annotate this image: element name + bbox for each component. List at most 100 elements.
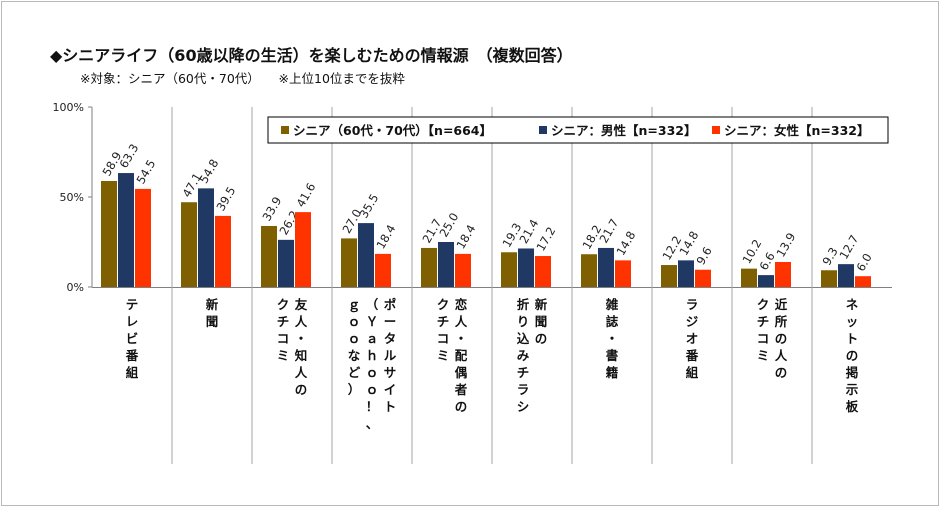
category-label: ｏ bbox=[366, 382, 379, 397]
category-label: チ bbox=[757, 314, 770, 329]
y-tick-label: 100% bbox=[53, 101, 84, 114]
category-label: ク bbox=[757, 297, 770, 312]
category-label: チ bbox=[517, 365, 530, 380]
category-label: ） bbox=[348, 382, 361, 397]
category-label: 板 bbox=[846, 399, 859, 414]
category-label: ビ bbox=[126, 331, 139, 346]
bar bbox=[375, 253, 391, 287]
bar bbox=[678, 260, 694, 287]
category-label: ・ bbox=[455, 331, 468, 346]
category-label: 人 bbox=[775, 348, 788, 363]
data-label: 21.7 bbox=[596, 216, 621, 245]
category-label: ラ bbox=[686, 297, 699, 312]
category-label: ｏ bbox=[348, 331, 361, 346]
category-label: ・ bbox=[295, 331, 308, 346]
bar bbox=[838, 264, 854, 287]
bar bbox=[518, 248, 534, 287]
bar bbox=[741, 268, 757, 287]
category-label: ル bbox=[384, 348, 397, 363]
category-label: コ bbox=[757, 331, 770, 346]
category-label: 番 bbox=[685, 348, 699, 363]
category-label: 、 bbox=[366, 416, 379, 431]
bar bbox=[118, 173, 134, 287]
category-label: ミ bbox=[437, 348, 450, 363]
category-label: の bbox=[455, 399, 468, 414]
data-label: 9.6 bbox=[693, 244, 714, 267]
bar bbox=[341, 238, 357, 287]
y-tick-label: 50% bbox=[60, 191, 84, 204]
y-tick-label: 0% bbox=[67, 281, 84, 294]
data-label: 25.0 bbox=[436, 210, 461, 239]
data-label: 33.9 bbox=[259, 194, 284, 223]
legend-box bbox=[267, 116, 889, 144]
category-label: サ bbox=[384, 365, 397, 380]
category-label: ッ bbox=[846, 314, 859, 329]
data-label: 18.4 bbox=[373, 222, 398, 251]
bar bbox=[598, 247, 614, 287]
category-label: 誌 bbox=[606, 314, 619, 329]
category-label: テ bbox=[126, 297, 139, 312]
category-label: ク bbox=[277, 297, 290, 312]
data-label: 13.9 bbox=[773, 230, 798, 259]
category-label: な bbox=[348, 348, 361, 363]
category-label: ト bbox=[384, 399, 397, 414]
category-label: ｈ bbox=[366, 348, 379, 363]
category-label: の bbox=[295, 382, 308, 397]
category-label: ！ bbox=[366, 399, 379, 414]
category-label: の bbox=[846, 348, 859, 363]
category-label: ー bbox=[384, 314, 397, 329]
bar bbox=[135, 188, 151, 287]
category-label: 番 bbox=[125, 348, 139, 363]
data-label: 39.5 bbox=[213, 184, 238, 213]
bar bbox=[278, 239, 294, 287]
bar bbox=[181, 202, 197, 287]
chart-subtitle: ※対象：シニア（60代・70代） ※上位10位までを抜粋 bbox=[80, 71, 405, 86]
category-label: 新 bbox=[206, 297, 219, 312]
bar bbox=[438, 242, 454, 287]
data-label: 35.5 bbox=[356, 191, 381, 220]
category-label: ラ bbox=[517, 382, 530, 397]
category-label: 聞 bbox=[206, 314, 219, 329]
data-label: 63.3 bbox=[116, 141, 141, 170]
category-label: り bbox=[517, 314, 530, 329]
data-label: 14.8 bbox=[613, 229, 638, 258]
category-label: ト bbox=[846, 331, 859, 346]
category-label: の bbox=[775, 331, 788, 346]
category-label: 友 bbox=[294, 297, 308, 312]
data-label: 41.6 bbox=[293, 180, 318, 209]
category-label: 人 bbox=[455, 314, 468, 329]
chart-title: ◆シニアライフ（60歳以降の生活）を楽しむための情報源 （複数回答） bbox=[50, 46, 573, 65]
category-label: ど bbox=[348, 365, 361, 380]
bar bbox=[695, 269, 711, 287]
bar bbox=[581, 254, 597, 287]
category-label: 配 bbox=[455, 348, 468, 363]
legend-label: シニア：女性【n=332】 bbox=[724, 123, 869, 138]
category-label: 者 bbox=[454, 382, 468, 397]
category-label: 組 bbox=[126, 365, 139, 380]
category-label: 偶 bbox=[455, 365, 468, 380]
category-label: オ bbox=[686, 331, 699, 346]
category-label: 聞 bbox=[535, 314, 548, 329]
bar bbox=[101, 180, 117, 287]
category-label: 掲 bbox=[846, 365, 859, 380]
category-label: 恋 bbox=[455, 297, 468, 312]
category-label: （ bbox=[366, 297, 379, 312]
category-label: ミ bbox=[757, 348, 770, 363]
category-label: の bbox=[535, 331, 548, 346]
data-label: 6.0 bbox=[853, 251, 874, 274]
data-label: 54.5 bbox=[133, 157, 158, 186]
bar bbox=[358, 223, 374, 287]
category-label: ク bbox=[437, 297, 450, 312]
bar bbox=[821, 270, 837, 287]
category-label: 込 bbox=[517, 331, 530, 346]
bar bbox=[775, 261, 791, 287]
bar bbox=[421, 247, 437, 287]
category-label: タ bbox=[384, 331, 397, 346]
category-label: 人 bbox=[295, 365, 308, 380]
bar bbox=[215, 215, 231, 287]
category-label: 書 bbox=[606, 348, 619, 363]
legend-swatch bbox=[712, 126, 720, 134]
bar bbox=[615, 260, 631, 287]
